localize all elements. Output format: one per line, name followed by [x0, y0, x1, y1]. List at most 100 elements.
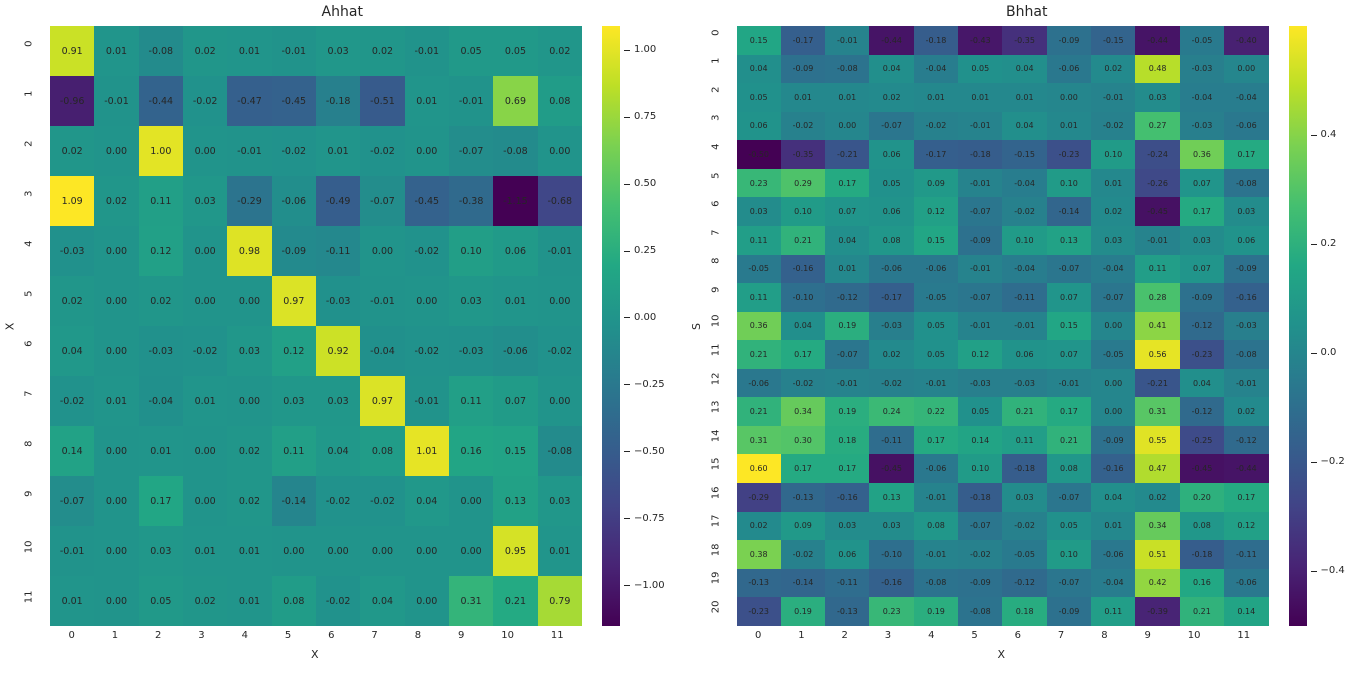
cell: 0.05	[869, 169, 913, 198]
cell: 0.01	[316, 126, 360, 176]
cell: -0.13	[781, 483, 825, 512]
cell: 0.02	[737, 512, 781, 541]
ytick: 2	[710, 86, 721, 108]
cell: 0.00	[825, 112, 869, 141]
cell: 0.02	[139, 276, 183, 326]
cell: 0.02	[1224, 397, 1268, 426]
cell: -0.16	[1091, 454, 1135, 483]
ytick: 8	[24, 440, 35, 462]
ytick: 0	[710, 29, 721, 51]
cell: 0.21	[781, 226, 825, 255]
cell: 0.10	[781, 197, 825, 226]
cell: 0.01	[825, 255, 869, 284]
cell: 0.01	[183, 526, 227, 576]
ytick: 3	[24, 190, 35, 212]
cell: 0.21	[1047, 426, 1091, 455]
cell: -0.01	[914, 369, 958, 398]
xtick: 3	[866, 630, 909, 668]
cell: 0.00	[1047, 83, 1091, 112]
cell: 0.07	[493, 376, 537, 426]
xtick: 11	[532, 630, 582, 668]
cell: 0.31	[737, 426, 781, 455]
cell: 0.18	[1002, 597, 1046, 626]
cell: -0.05	[1091, 340, 1135, 369]
cell: -0.07	[958, 512, 1002, 541]
cell: -0.07	[449, 126, 493, 176]
cell: -0.68	[538, 176, 582, 226]
cell: 0.17	[1224, 140, 1268, 169]
cell: 0.04	[737, 55, 781, 84]
cell: 0.24	[869, 397, 913, 426]
cell: 0.11	[139, 176, 183, 226]
cell: -0.23	[737, 597, 781, 626]
cell: -0.96	[50, 76, 94, 126]
ytick: 9	[710, 286, 721, 308]
cell: 0.01	[227, 26, 271, 76]
cell: -0.02	[869, 369, 913, 398]
cell: -0.09	[272, 226, 316, 276]
cell: -0.09	[781, 55, 825, 84]
xlabel-b: X	[998, 648, 1006, 661]
cell: 0.03	[825, 512, 869, 541]
cell: 0.00	[227, 276, 271, 326]
cell: 0.05	[914, 340, 958, 369]
cell: 0.79	[538, 576, 582, 626]
cell: 0.06	[869, 197, 913, 226]
cell: 0.01	[825, 83, 869, 112]
cell: 0.11	[1002, 426, 1046, 455]
cell: -0.13	[825, 597, 869, 626]
cell: -0.08	[493, 126, 537, 176]
ytick: 5	[24, 290, 35, 312]
cell: -0.02	[914, 112, 958, 141]
cell: -0.04	[1180, 83, 1224, 112]
cell: -0.09	[1047, 597, 1091, 626]
cell: 0.00	[405, 576, 449, 626]
cell: 1.01	[405, 426, 449, 476]
cell: 0.00	[1091, 397, 1135, 426]
ytick: 6	[24, 340, 35, 362]
ytick: 16	[710, 486, 721, 508]
xtick: 10	[1169, 630, 1219, 668]
cell: -0.06	[1047, 55, 1091, 84]
cell: -0.38	[449, 176, 493, 226]
cell: 0.30	[781, 426, 825, 455]
cell: 0.08	[1047, 454, 1091, 483]
cell: 0.17	[914, 426, 958, 455]
cell: -0.07	[825, 340, 869, 369]
cell: 0.04	[1002, 112, 1046, 141]
cell: 0.05	[493, 26, 537, 76]
cell: 0.03	[183, 176, 227, 226]
cell: 0.21	[493, 576, 537, 626]
cell: -0.01	[1135, 226, 1179, 255]
cell: 0.23	[869, 597, 913, 626]
cell: -0.44	[869, 26, 913, 55]
cell: -0.18	[1180, 540, 1224, 569]
cell: -0.08	[825, 55, 869, 84]
cell: -0.13	[737, 569, 781, 598]
cell: 0.11	[737, 226, 781, 255]
xtick: 10	[483, 630, 533, 668]
cell: 0.34	[1135, 512, 1179, 541]
cell: -0.14	[1047, 197, 1091, 226]
ytick: 3	[710, 115, 721, 137]
cell: 0.31	[449, 576, 493, 626]
cell: -0.05	[1180, 26, 1224, 55]
cell: 0.03	[449, 276, 493, 326]
cell: 0.11	[1091, 597, 1135, 626]
xtick: 7	[1039, 630, 1082, 668]
xtick: 8	[1083, 630, 1126, 668]
cell: 0.97	[360, 376, 404, 426]
cell: -0.08	[1224, 169, 1268, 198]
ytick: 14	[710, 429, 721, 451]
cell: -0.45	[1135, 197, 1179, 226]
ytick: 5	[710, 172, 721, 194]
cell: -0.26	[1135, 169, 1179, 198]
cell: 0.27	[1135, 112, 1179, 141]
cell: 0.15	[737, 26, 781, 55]
cell: 0.00	[227, 376, 271, 426]
cell: -0.07	[958, 197, 1002, 226]
cell: -0.35	[781, 140, 825, 169]
cell: 0.19	[825, 397, 869, 426]
cell: 0.07	[1180, 255, 1224, 284]
cell: 0.04	[825, 226, 869, 255]
